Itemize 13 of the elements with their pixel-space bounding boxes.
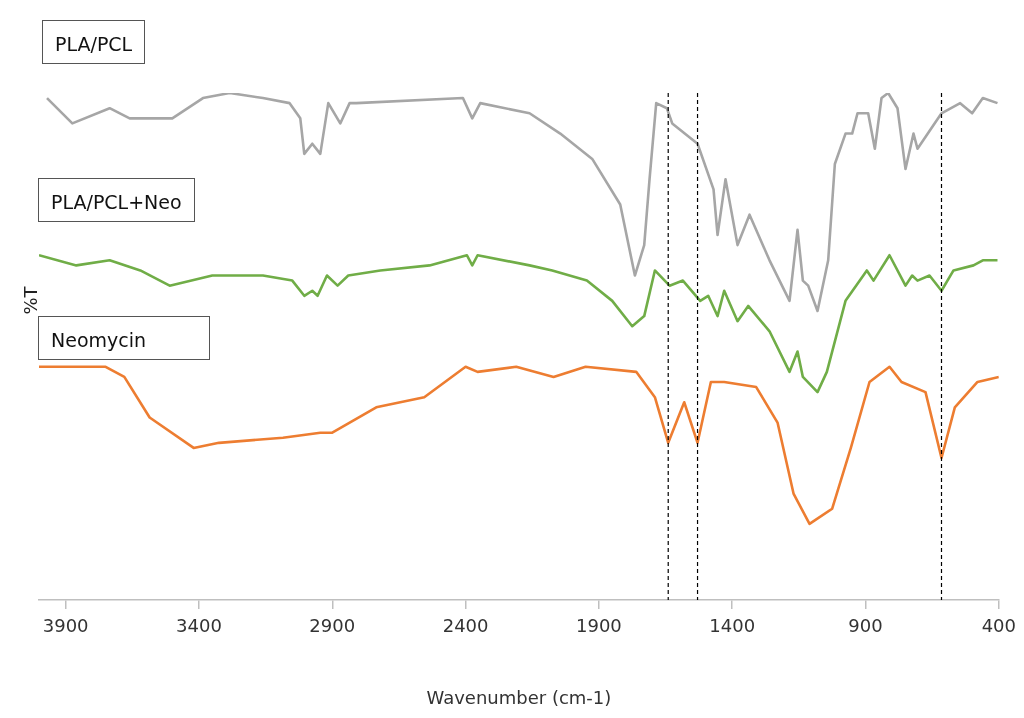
x-tick-label: 400	[981, 615, 1016, 637]
y-axis-title: %T	[19, 286, 41, 315]
x-tick-label: 900	[848, 615, 883, 637]
x-tick-label: 2900	[309, 615, 356, 637]
text: PLA/PCL	[42, 20, 146, 64]
x-tick-label: 1400	[709, 615, 756, 637]
x-tick-label: 3900	[42, 615, 89, 637]
x-tick-label: 3400	[176, 615, 222, 637]
x-tick-label: 2400	[442, 615, 489, 637]
x-tick-label: 1900	[575, 615, 622, 637]
series-label: Neomycin	[38, 316, 210, 360]
text: PLA/PCL+Neo	[38, 178, 195, 222]
x-axis-title: Wavenumber (cm-1)	[426, 686, 612, 708]
